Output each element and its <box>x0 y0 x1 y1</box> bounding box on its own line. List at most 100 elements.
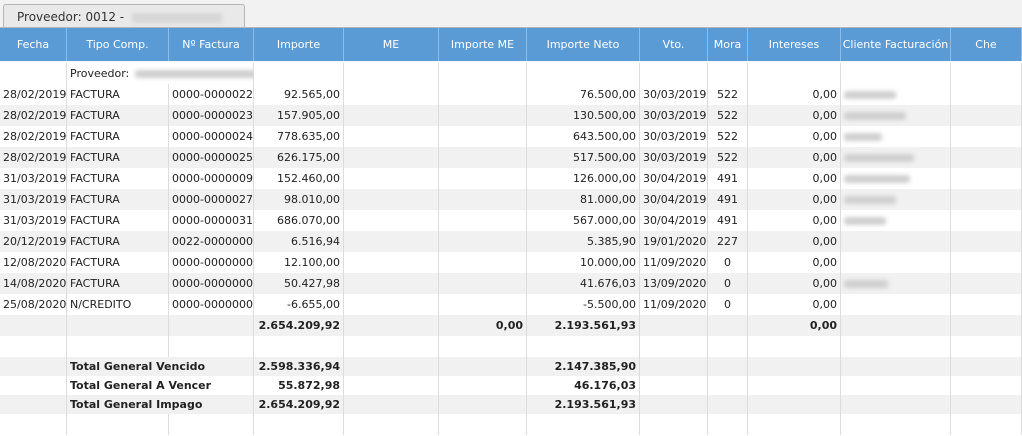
header-col-tipo-comp[interactable]: Tipo Comp. <box>67 28 169 61</box>
cell-empty <box>169 414 254 435</box>
subtotal-row[interactable]: 2.654.209,92 0,00 2.193.561,93 0,00 <box>0 315 1022 336</box>
cell-me <box>344 252 439 273</box>
cell-fecha: 28/02/2019 <box>0 84 67 105</box>
total-importe: 2.654.209,92 <box>254 395 344 414</box>
cell-empty <box>344 376 439 395</box>
header-col-importe[interactable]: Importe <box>254 28 344 61</box>
cell-intereses: 0,00 <box>748 231 841 252</box>
header-col-fecha[interactable]: Fecha <box>0 28 67 61</box>
cell-importe-me <box>439 189 527 210</box>
cell-intereses: 0,00 <box>748 273 841 294</box>
cell-empty <box>841 315 951 336</box>
cell-empty <box>708 357 748 376</box>
cell-mora: 0 <box>708 252 748 273</box>
cell-importe-neto: 567.000,00 <box>527 210 640 231</box>
group-header-row[interactable]: Proveedor: <box>0 63 1022 84</box>
cell-vto: 11/09/2020 <box>640 252 708 273</box>
cell-tipo-comp: FACTURA <box>67 105 169 126</box>
cell-che <box>951 273 1022 294</box>
table-row[interactable]: 14/08/2020 FACTURA 0000-00000001 50.427,98 4… <box>0 273 1022 294</box>
cell-che <box>951 105 1022 126</box>
cell-tipo-comp: FACTURA <box>67 273 169 294</box>
client-name-redacted <box>844 196 896 204</box>
cell-vto: 30/03/2019 <box>640 84 708 105</box>
cell-mora: 522 <box>708 105 748 126</box>
cell-empty <box>344 357 439 376</box>
cell-empty <box>0 376 67 395</box>
table-row[interactable]: 25/08/2020 N/CREDITO 0000-00000004 -6.655,0… <box>0 294 1022 315</box>
cell-nro-factura: 0000-00000004 <box>169 294 254 315</box>
cell-cliente-facturacion <box>841 273 951 294</box>
header-col-che[interactable]: Che <box>951 28 1022 61</box>
header-col-mora[interactable]: Mora <box>708 28 748 61</box>
cell-fecha: 25/08/2020 <box>0 294 67 315</box>
table-row[interactable]: 28/02/2019 FACTURA 0000-00000247 778.635,00… <box>0 126 1022 147</box>
client-name-redacted <box>844 175 910 183</box>
table-row[interactable]: 28/02/2019 FACTURA 0000-00000255 626.175,00… <box>0 147 1022 168</box>
cell-importe-me <box>439 210 527 231</box>
cell-che <box>951 210 1022 231</box>
cell-fecha: 31/03/2019 <box>0 210 67 231</box>
cell-tipo-comp: FACTURA <box>67 231 169 252</box>
cell-empty <box>0 414 67 435</box>
cell-mora: 491 <box>708 210 748 231</box>
cell-mora: 0 <box>708 273 748 294</box>
cell-intereses: 0,00 <box>748 252 841 273</box>
cell-tipo-comp: FACTURA <box>67 126 169 147</box>
header-col-vto[interactable]: Vto. <box>640 28 708 61</box>
total-row[interactable]: Total General Impago 2.654.209,92 2.193.56… <box>0 395 1022 414</box>
cell-empty <box>841 357 951 376</box>
cell-me <box>344 84 439 105</box>
cell-empty <box>951 414 1022 435</box>
table-row[interactable]: 31/03/2019 FACTURA 0000-00000276 98.010,00 8… <box>0 189 1022 210</box>
cell-importe-neto: 130.500,00 <box>527 105 640 126</box>
cell-empty <box>0 336 67 357</box>
cell-empty <box>708 414 748 435</box>
client-name-redacted <box>844 133 882 141</box>
total-importe-neto: 2.147.385,90 <box>527 357 640 376</box>
cell-vto: 30/04/2019 <box>640 189 708 210</box>
group-label: Proveedor: <box>70 67 130 80</box>
cell-vto: 30/03/2019 <box>640 147 708 168</box>
header-col-importe-me[interactable]: Importe ME <box>439 28 527 61</box>
cell-importe: 98.010,00 <box>254 189 344 210</box>
cell-importe: -6.655,00 <box>254 294 344 315</box>
table-row[interactable]: 31/03/2019 FACTURA 0000-00000093 152.460,00… <box>0 168 1022 189</box>
header-col-intereses[interactable]: Intereses <box>748 28 841 61</box>
total-row[interactable]: Total General A Vencer 55.872,98 46.176,03 <box>0 376 1022 395</box>
cell-empty <box>344 63 439 84</box>
table-row[interactable]: 28/02/2019 FACTURA 0000-00000238 157.905,00… <box>0 105 1022 126</box>
cell-importe-neto: 76.500,00 <box>527 84 640 105</box>
table-row[interactable]: 31/03/2019 FACTURA 0000-00000319 686.070,00… <box>0 210 1022 231</box>
group-header-label: Proveedor: <box>67 63 254 84</box>
cell-tipo-comp: N/CREDITO <box>67 294 169 315</box>
cell-empty <box>841 376 951 395</box>
cell-empty <box>527 63 640 84</box>
cell-intereses: 0,00 <box>748 105 841 126</box>
cell-empty <box>748 357 841 376</box>
total-row[interactable]: Total General Vencido 2.598.336,94 2.147.3… <box>0 357 1022 376</box>
tab-proveedor[interactable]: Proveedor: 0012 - <box>3 4 245 27</box>
cell-importe-neto: 5.385,90 <box>527 231 640 252</box>
header-col-me[interactable]: ME <box>344 28 439 61</box>
cell-empty <box>169 315 254 336</box>
cell-empty <box>640 315 708 336</box>
client-name-redacted <box>844 217 886 225</box>
cell-mora: 491 <box>708 189 748 210</box>
cell-empty <box>640 414 708 435</box>
header-col-cliente-facturacion[interactable]: Cliente Facturación <box>841 28 951 61</box>
cell-empty <box>67 414 169 435</box>
client-name-redacted <box>844 280 888 288</box>
spacer-row[interactable] <box>0 336 1022 357</box>
total-label: Total General Vencido <box>67 357 254 376</box>
table-row[interactable]: 28/02/2019 FACTURA 0000-00000223 92.565,00 7… <box>0 84 1022 105</box>
empty-row <box>0 414 1022 436</box>
table-row[interactable]: 12/08/2020 FACTURA 0000-00000003 12.100,00 1… <box>0 252 1022 273</box>
table-row[interactable]: 20/12/2019 FACTURA 0022-00000001 6.516,94 5.… <box>0 231 1022 252</box>
cell-che <box>951 252 1022 273</box>
cell-importe-me <box>439 252 527 273</box>
cell-importe-me <box>439 231 527 252</box>
header-col-importe-neto[interactable]: Importe Neto <box>527 28 640 61</box>
header-col-nro-factura[interactable]: Nº Factura <box>169 28 254 61</box>
cell-intereses: 0,00 <box>748 168 841 189</box>
